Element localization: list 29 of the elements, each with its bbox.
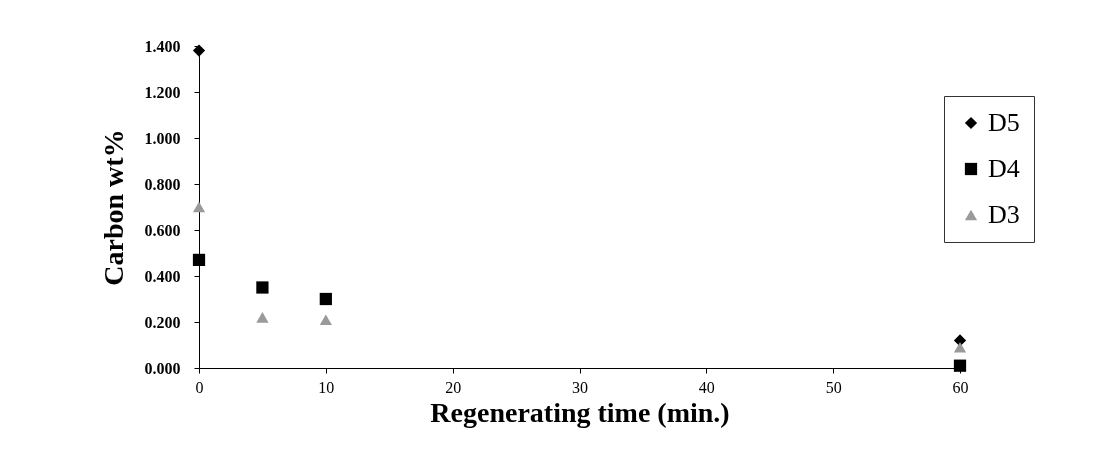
point: [953, 359, 967, 372]
x-tick-label: 50: [825, 378, 842, 396]
y-tick-label: 0.800: [144, 175, 181, 193]
x-tick-label: 30: [572, 378, 588, 396]
point: [256, 281, 269, 294]
legend-label: D3: [988, 200, 1020, 229]
y-tick-label: 0.000: [144, 359, 181, 377]
x-tick-label: 40: [698, 378, 715, 396]
y-tick-label: 0.200: [144, 313, 181, 331]
y-tick-label: 1.400: [144, 37, 181, 55]
x-tick-label: 20: [445, 378, 462, 396]
y-tick-label: 0.400: [144, 267, 181, 285]
y-tick-label: 1.000: [144, 129, 181, 147]
x-tick-label: 0: [195, 378, 204, 396]
legend-label: D5: [988, 108, 1020, 137]
point: [319, 292, 332, 306]
x-tick-label: 60: [952, 378, 969, 396]
y-tick-label: 1.200: [144, 83, 181, 101]
x-tick-label: 10: [318, 378, 335, 396]
y-axis-title: Carbon wt%: [97, 129, 129, 286]
point: [319, 314, 332, 325]
x-axis-title: Regenerating time (min.): [430, 396, 730, 428]
point: [256, 312, 269, 323]
point: [192, 253, 206, 267]
y-tick-label: 0.600: [144, 221, 181, 239]
legend-label: D4: [988, 154, 1020, 183]
point: [192, 44, 206, 57]
point: [953, 342, 967, 353]
point: [192, 201, 206, 213]
